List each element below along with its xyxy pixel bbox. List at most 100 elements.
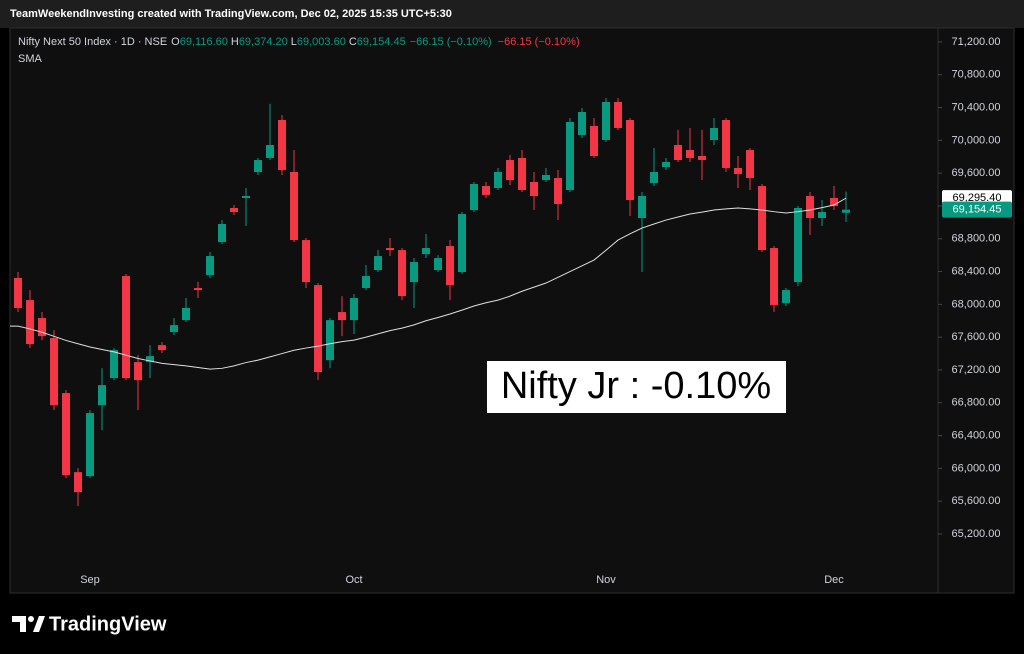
y-tick-label: 65,600.00 bbox=[952, 495, 1001, 507]
ohlc-key: C bbox=[349, 36, 357, 48]
candle-body bbox=[194, 288, 202, 291]
candle-body bbox=[590, 125, 598, 157]
candle-body bbox=[806, 196, 814, 219]
x-tick-label: Sep bbox=[80, 574, 100, 586]
candle-body bbox=[158, 345, 166, 351]
sma-legend: SMA bbox=[18, 53, 43, 65]
y-tick-label: 68,800.00 bbox=[952, 233, 1001, 245]
y-tick-label: 70,800.00 bbox=[952, 69, 1001, 81]
candle-body bbox=[314, 285, 322, 373]
candle-body bbox=[14, 277, 22, 308]
candle-body bbox=[602, 101, 610, 141]
y-tick-label: 67,600.00 bbox=[952, 331, 1001, 343]
candle-body bbox=[842, 209, 850, 213]
candle-body bbox=[278, 120, 286, 171]
candle-body bbox=[50, 338, 58, 406]
candle-body bbox=[218, 223, 226, 243]
top-bar bbox=[0, 0, 1024, 28]
candle-body bbox=[62, 393, 70, 476]
candle-body bbox=[434, 258, 442, 271]
candle-body bbox=[446, 246, 454, 286]
price-label-bg bbox=[942, 201, 1012, 218]
plot bbox=[10, 97, 850, 507]
candle-body bbox=[710, 127, 718, 141]
candle-body bbox=[686, 150, 694, 158]
candle-body bbox=[698, 156, 706, 161]
candle-body bbox=[110, 350, 118, 379]
candle-body bbox=[794, 207, 802, 283]
candle-body bbox=[494, 171, 502, 188]
candle-body bbox=[146, 356, 154, 363]
candle-body bbox=[830, 197, 838, 207]
candle-body bbox=[74, 472, 82, 493]
candle-body bbox=[626, 120, 634, 201]
annotation: Nifty Jr : -0.10% bbox=[501, 365, 771, 407]
y-tick-label: 68,000.00 bbox=[952, 298, 1001, 310]
y-tick-label: 70,400.00 bbox=[952, 101, 1001, 113]
y-tick-label: 70,000.00 bbox=[952, 134, 1001, 146]
logo-icon bbox=[28, 616, 34, 622]
candle-body bbox=[758, 186, 766, 251]
candle-body bbox=[326, 320, 334, 361]
change: −66.15 (−0.10%) bbox=[410, 36, 492, 48]
candle-body bbox=[482, 186, 490, 195]
y-tick-label: 66,400.00 bbox=[952, 429, 1001, 441]
candle-body bbox=[470, 183, 478, 211]
candle-body bbox=[662, 161, 670, 167]
y-tick-label: 68,400.00 bbox=[952, 265, 1001, 277]
x-tick-label: Dec bbox=[824, 574, 844, 586]
y-tick-label: 65,200.00 bbox=[952, 528, 1001, 540]
candle-body bbox=[134, 362, 142, 381]
change-day: −66.15 (−0.10%) bbox=[498, 36, 580, 48]
candle-body bbox=[770, 248, 778, 306]
candle-body bbox=[254, 160, 262, 172]
x-tick-label: Nov bbox=[596, 574, 616, 586]
candle-body bbox=[422, 248, 430, 255]
y-tick-label: 67,200.00 bbox=[952, 364, 1001, 376]
candle-body bbox=[182, 307, 190, 321]
logo-text: TradingView bbox=[49, 613, 167, 635]
candle-body bbox=[350, 298, 358, 321]
candle-body bbox=[614, 101, 622, 128]
candle-body bbox=[518, 157, 526, 191]
price-label: 69,154.45 bbox=[953, 204, 1002, 216]
candle-body bbox=[398, 250, 406, 297]
candle-body bbox=[410, 262, 418, 283]
candle-body bbox=[230, 207, 238, 213]
ohlc-key: L bbox=[291, 36, 297, 48]
logo-icon bbox=[12, 616, 26, 632]
ohlc-value: 69,003.60 bbox=[297, 36, 346, 48]
candle-body bbox=[386, 248, 394, 251]
candle-body bbox=[122, 276, 130, 379]
legend: Nifty Next 50 Index · 1D · NSE O69,116.60… bbox=[18, 36, 580, 48]
candle-body bbox=[302, 240, 310, 283]
candle-body bbox=[290, 171, 298, 241]
ohlc-value: 69,154.45 bbox=[357, 36, 406, 48]
candle-body bbox=[242, 196, 250, 198]
candle-body bbox=[674, 145, 682, 161]
candle-body bbox=[578, 111, 586, 136]
candle-body bbox=[38, 318, 46, 337]
candle-body bbox=[338, 312, 346, 321]
y-tick-label: 66,000.00 bbox=[952, 462, 1001, 474]
ohlc-value: 69,374.20 bbox=[239, 36, 288, 48]
candle-body bbox=[266, 145, 274, 158]
logo: TradingView bbox=[12, 613, 167, 635]
x-tick-label: Oct bbox=[345, 574, 362, 586]
candle-body bbox=[650, 171, 658, 183]
candle-body bbox=[554, 177, 562, 204]
candle-body bbox=[782, 290, 790, 304]
candle-body bbox=[98, 385, 106, 406]
symbol: Nifty Next 50 Index · 1D · NSE bbox=[18, 36, 167, 48]
candle-body bbox=[506, 160, 514, 181]
candle-body bbox=[86, 413, 94, 477]
ohlc-key: H bbox=[231, 36, 239, 48]
candle-body bbox=[530, 182, 538, 197]
logo-icon bbox=[33, 616, 45, 632]
ohlc-key: O bbox=[171, 36, 180, 48]
candle-body bbox=[722, 120, 730, 168]
candle-body bbox=[362, 276, 370, 289]
candle-body bbox=[26, 300, 34, 345]
